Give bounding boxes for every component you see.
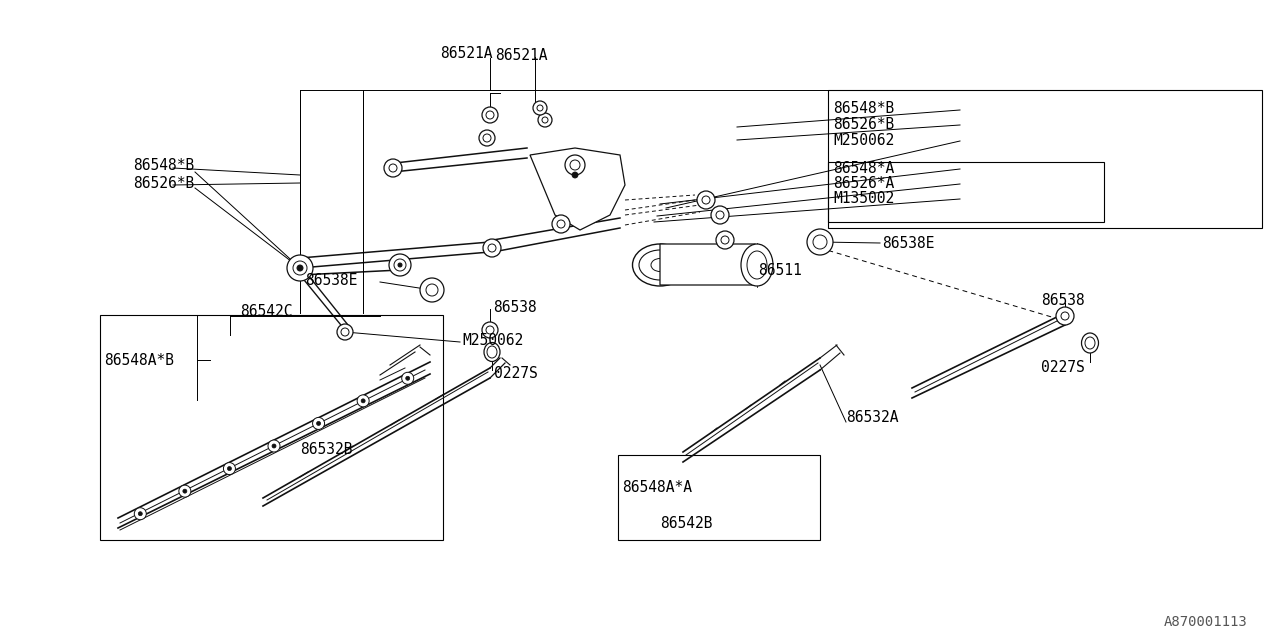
Text: 86538E: 86538E	[305, 273, 357, 287]
Circle shape	[486, 111, 494, 119]
Text: 86521A: 86521A	[440, 45, 493, 61]
Text: 86548*A: 86548*A	[833, 161, 895, 175]
Circle shape	[316, 421, 320, 426]
Bar	[828, 90, 1262, 228]
Circle shape	[486, 326, 494, 334]
Circle shape	[406, 376, 410, 380]
Circle shape	[389, 164, 397, 172]
Circle shape	[268, 440, 280, 452]
Circle shape	[806, 229, 833, 255]
Bar	[100, 315, 443, 540]
Circle shape	[813, 235, 827, 249]
Text: 86521A: 86521A	[495, 47, 548, 63]
Text: 86538: 86538	[493, 300, 536, 314]
Circle shape	[716, 231, 733, 249]
Text: 86548A*A: 86548A*A	[622, 481, 692, 495]
Text: 86532A: 86532A	[846, 410, 899, 426]
Circle shape	[134, 508, 146, 520]
Circle shape	[273, 444, 276, 448]
Ellipse shape	[748, 251, 767, 279]
Text: 0227S: 0227S	[1041, 360, 1085, 374]
Text: 86526*A: 86526*A	[833, 175, 895, 191]
Circle shape	[361, 399, 365, 403]
Text: 86548A*B: 86548A*B	[104, 353, 174, 367]
Bar	[618, 455, 820, 540]
Circle shape	[1056, 307, 1074, 325]
Circle shape	[293, 261, 307, 275]
Circle shape	[183, 489, 187, 493]
Circle shape	[312, 417, 325, 429]
Circle shape	[228, 467, 232, 470]
Text: 86526*B: 86526*B	[833, 116, 895, 131]
Text: 86538: 86538	[1041, 292, 1085, 307]
Ellipse shape	[484, 342, 500, 362]
Ellipse shape	[486, 346, 497, 358]
Circle shape	[297, 265, 303, 271]
Circle shape	[710, 206, 730, 224]
Circle shape	[488, 244, 497, 252]
Circle shape	[552, 215, 570, 233]
Circle shape	[426, 284, 438, 296]
Circle shape	[483, 134, 492, 142]
Circle shape	[384, 159, 402, 177]
Circle shape	[402, 372, 413, 384]
Circle shape	[389, 254, 411, 276]
Ellipse shape	[1085, 337, 1094, 349]
Circle shape	[483, 107, 498, 123]
Text: 86538E: 86538E	[882, 236, 934, 250]
Text: 86542C: 86542C	[241, 303, 293, 319]
Text: M250062: M250062	[833, 132, 895, 147]
Circle shape	[570, 160, 580, 170]
Text: 0227S: 0227S	[494, 365, 538, 381]
Circle shape	[721, 236, 730, 244]
Circle shape	[716, 211, 724, 219]
Circle shape	[538, 113, 552, 127]
Circle shape	[572, 172, 579, 178]
Circle shape	[337, 324, 353, 340]
Circle shape	[394, 259, 406, 271]
Circle shape	[398, 263, 402, 267]
Text: 86511: 86511	[758, 262, 801, 278]
Circle shape	[340, 328, 349, 336]
Circle shape	[698, 191, 716, 209]
Text: 86542B: 86542B	[660, 516, 713, 531]
Text: M135002: M135002	[833, 191, 895, 205]
Circle shape	[564, 155, 585, 175]
Circle shape	[483, 239, 500, 257]
Circle shape	[538, 105, 543, 111]
Ellipse shape	[632, 244, 687, 286]
Circle shape	[138, 512, 142, 516]
Circle shape	[224, 463, 236, 475]
Circle shape	[357, 395, 369, 407]
Text: M250062: M250062	[462, 333, 524, 348]
Ellipse shape	[652, 259, 669, 271]
Ellipse shape	[639, 250, 681, 280]
Circle shape	[541, 117, 548, 123]
Circle shape	[701, 196, 710, 204]
Circle shape	[483, 322, 498, 338]
Circle shape	[287, 255, 314, 281]
Text: A870001113: A870001113	[1165, 615, 1248, 629]
Circle shape	[479, 130, 495, 146]
Text: 86548*B: 86548*B	[133, 157, 195, 173]
Circle shape	[1061, 312, 1069, 320]
Polygon shape	[660, 244, 762, 285]
Bar	[828, 162, 1103, 222]
Ellipse shape	[1082, 333, 1098, 353]
Text: 86532B: 86532B	[300, 442, 352, 458]
Circle shape	[557, 220, 564, 228]
Circle shape	[420, 278, 444, 302]
Text: 86548*B: 86548*B	[833, 100, 895, 115]
Circle shape	[179, 485, 191, 497]
Polygon shape	[530, 148, 625, 230]
Ellipse shape	[741, 244, 773, 286]
Text: 86526*B: 86526*B	[133, 175, 195, 191]
Circle shape	[532, 101, 547, 115]
